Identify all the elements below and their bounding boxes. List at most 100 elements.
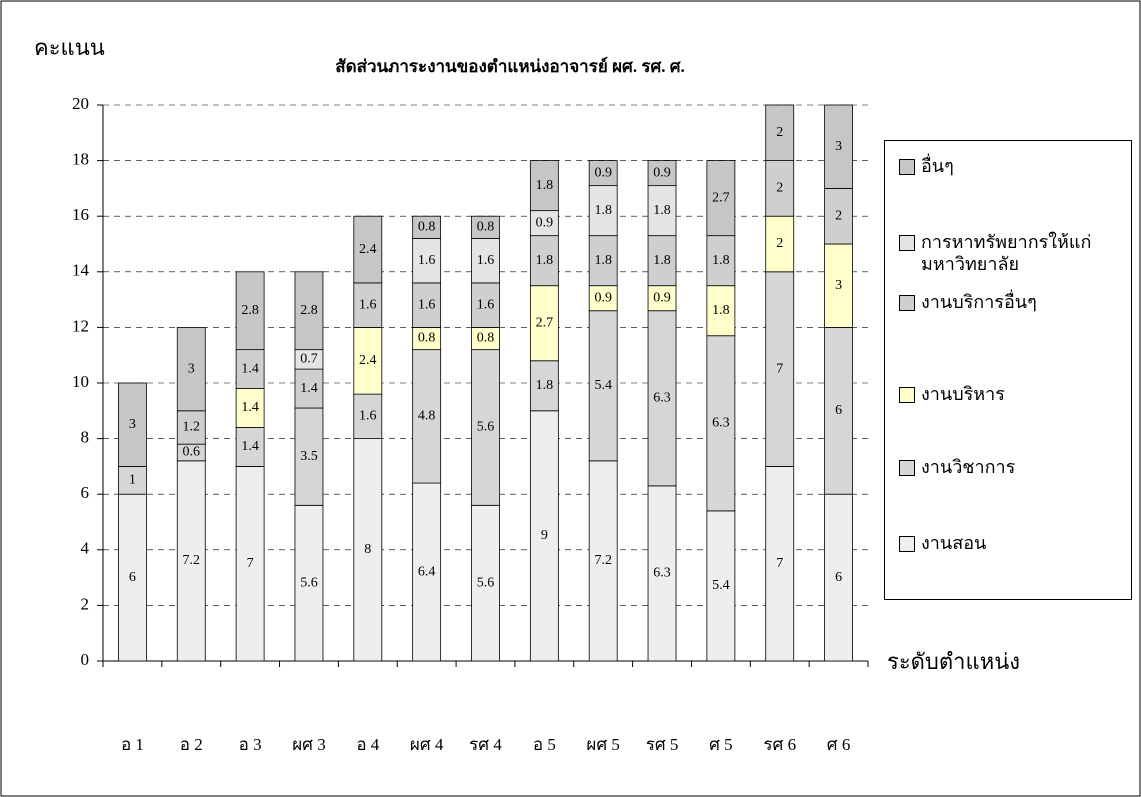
x-tick-label: รศ 4 xyxy=(469,735,502,754)
x-tick-label: อ 4 xyxy=(356,735,379,754)
bar-segment xyxy=(706,335,736,512)
bar-segment xyxy=(294,368,324,409)
bar-segment xyxy=(765,465,795,662)
data-label: 0.9 xyxy=(536,215,554,230)
bar-segment xyxy=(353,393,383,439)
legend-label: งานบริหาร xyxy=(921,384,1005,404)
bar-segment xyxy=(765,160,795,217)
legend-item: งานบริหาร xyxy=(899,383,1129,405)
bar-segment xyxy=(471,238,500,284)
x-tick-label: ผศ 5 xyxy=(586,735,620,754)
data-label: 0.6 xyxy=(183,445,201,460)
x-tick-label: ศ 6 xyxy=(827,735,851,754)
data-label: 0.9 xyxy=(653,165,671,180)
data-label: 4.8 xyxy=(418,409,436,424)
bar-segment xyxy=(588,460,618,662)
legend-label: งานวิชาการ xyxy=(921,457,1016,477)
legend-label: อื่นๆ xyxy=(921,156,954,176)
bar-segment xyxy=(647,485,677,662)
bar-segment xyxy=(765,271,795,467)
y-tick-label: 14 xyxy=(72,261,90,280)
bar-segment xyxy=(294,407,324,506)
bar-segment xyxy=(647,310,677,487)
bar-segment xyxy=(765,215,795,273)
data-label: 1.4 xyxy=(241,400,259,415)
bar-segment xyxy=(118,493,147,662)
bar-segment xyxy=(529,360,559,412)
data-label: 3.5 xyxy=(300,449,318,464)
data-label: 6 xyxy=(129,570,136,585)
data-label: 1.8 xyxy=(536,378,554,393)
bar-segment xyxy=(706,285,736,337)
data-label: 2.4 xyxy=(359,242,377,257)
legend-item: งานบริการอื่นๆ xyxy=(899,291,1129,313)
legend-swatch xyxy=(899,536,915,552)
legend-item: งานสอน xyxy=(899,532,1129,554)
bar-segment xyxy=(235,427,265,467)
bar-segment xyxy=(588,235,618,287)
data-label: 1.4 xyxy=(241,439,259,454)
data-label: 2.8 xyxy=(300,303,318,318)
data-label: 0.7 xyxy=(300,352,318,367)
legend-item: การหาทรัพยากรให้แก่มหาวิทยาลัย xyxy=(899,231,1129,275)
data-label: 0.8 xyxy=(418,331,436,346)
bar-segment xyxy=(529,210,559,237)
data-label: 6.3 xyxy=(653,566,671,581)
bar-segment xyxy=(765,104,795,161)
bar-segment xyxy=(471,349,500,506)
data-label: 0.8 xyxy=(418,220,436,235)
data-label: 1.8 xyxy=(712,253,730,268)
y-tick-label: 0 xyxy=(81,650,90,669)
bar-segment xyxy=(412,349,442,484)
legend-item: อื่นๆ xyxy=(899,155,1129,177)
data-label: 0.9 xyxy=(594,290,612,305)
data-label: 5.6 xyxy=(300,575,318,590)
x-tick-label: รศ 5 xyxy=(646,735,679,754)
bar-segment xyxy=(176,460,206,662)
bar-segment xyxy=(235,388,265,428)
data-label: 7 xyxy=(776,556,783,571)
bar-segment xyxy=(412,482,442,662)
data-label: 1.6 xyxy=(477,297,495,312)
data-label: 3 xyxy=(129,417,136,432)
data-label: 0.9 xyxy=(594,165,612,180)
data-label: 0.8 xyxy=(477,220,495,235)
data-label: 6 xyxy=(835,403,842,418)
data-label: 5.6 xyxy=(477,420,495,435)
bar-segment xyxy=(353,215,383,284)
bar-segment xyxy=(529,235,559,287)
bar-segment xyxy=(118,382,147,467)
bar-segment xyxy=(235,271,265,351)
y-tick-label: 18 xyxy=(72,150,89,169)
data-label: 7.2 xyxy=(183,553,201,568)
data-label: 2.4 xyxy=(359,353,377,368)
x-tick-label: ผศ 3 xyxy=(292,735,326,754)
bar-segment xyxy=(529,285,559,362)
data-label: 1.8 xyxy=(594,203,612,218)
data-label: 2 xyxy=(835,208,842,223)
data-label: 1.6 xyxy=(359,297,377,312)
data-label: 1.8 xyxy=(653,203,671,218)
x-tick-label: อ 1 xyxy=(121,735,144,754)
x-axis-title: ระดับตำแหน่ง xyxy=(887,649,1020,674)
legend-swatch xyxy=(899,159,915,175)
data-label: 1.4 xyxy=(300,381,318,396)
data-label: 0.8 xyxy=(477,331,495,346)
data-label: 7 xyxy=(247,556,254,571)
legend-label: งานสอน xyxy=(921,533,987,553)
bar-segment xyxy=(353,438,383,662)
x-tick-label: อ 3 xyxy=(239,735,262,754)
data-label: 5.4 xyxy=(712,578,730,593)
data-label: 3 xyxy=(835,139,842,154)
y-tick-label: 2 xyxy=(81,594,90,613)
legend-label: งานบริการอื่นๆ xyxy=(921,292,1037,312)
y-tick-label: 16 xyxy=(72,205,89,224)
bar-segment xyxy=(824,104,853,189)
x-tick-label: ศ 5 xyxy=(709,735,733,754)
bar-segment xyxy=(588,285,618,312)
data-label: 2 xyxy=(776,125,783,140)
bar-segment xyxy=(824,493,853,662)
data-label: 9 xyxy=(541,528,548,543)
